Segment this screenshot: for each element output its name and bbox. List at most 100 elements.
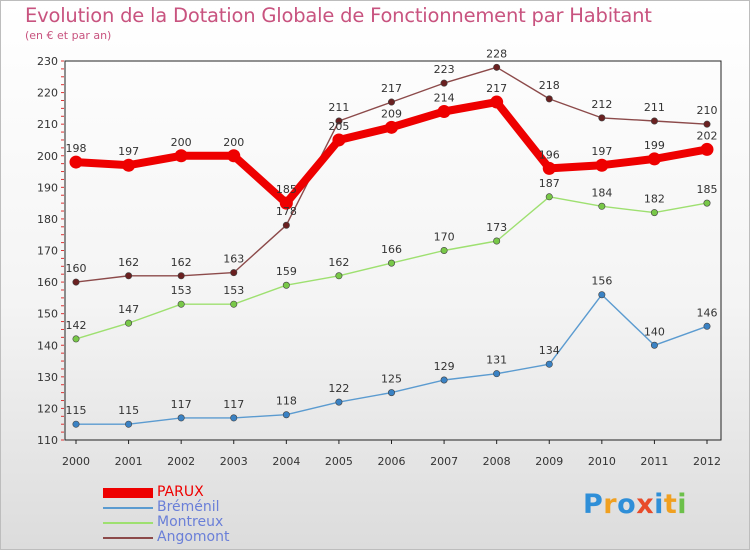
data-label: 214 <box>434 92 455 105</box>
series-point <box>177 272 185 280</box>
series-point <box>598 114 606 122</box>
data-label: 187 <box>539 177 560 190</box>
legend-label: PARUX <box>157 484 204 500</box>
plot-area-border <box>64 60 722 441</box>
data-label: 115 <box>66 404 87 417</box>
y-tick-label: 150 <box>37 308 58 321</box>
data-label: 210 <box>697 104 718 117</box>
x-tick-label: 2001 <box>115 455 143 468</box>
data-label: 205 <box>328 120 349 133</box>
legend-item: Montreux <box>103 515 229 530</box>
series-point <box>493 370 501 378</box>
logo-letter: o <box>617 489 637 520</box>
logo-letter: r <box>603 489 618 520</box>
legend-item: PARUX <box>103 485 229 500</box>
data-label: 129 <box>434 360 455 373</box>
y-tick-label: 190 <box>37 181 58 194</box>
series-point <box>650 341 658 349</box>
data-label: 196 <box>539 148 560 161</box>
chart-series <box>69 63 714 428</box>
data-label: 118 <box>276 395 297 408</box>
series-point <box>279 196 293 210</box>
data-label: 142 <box>66 319 87 332</box>
series-point <box>177 300 185 308</box>
series-point <box>598 202 606 210</box>
data-label: 166 <box>381 243 402 256</box>
chart-axes: 110 120 130 140 150 160 170 180 190 200 210 220 230 2… <box>37 55 722 468</box>
chart-title: Evolution de la Dotation Globale de Fonc… <box>25 4 652 27</box>
y-tick-label: 160 <box>37 276 58 289</box>
data-label: 156 <box>591 275 612 288</box>
logo-letter: i <box>654 489 664 520</box>
series-point <box>335 398 343 406</box>
data-label: 173 <box>486 221 507 234</box>
legend-swatch <box>103 536 153 539</box>
data-label: 211 <box>328 101 349 114</box>
proxiti-logo: Proxiti <box>583 489 687 520</box>
series-point <box>595 158 609 172</box>
series-point <box>703 199 711 207</box>
data-label: 159 <box>276 265 297 278</box>
series-point <box>335 272 343 280</box>
series-point <box>545 360 553 368</box>
x-tick-label: 2011 <box>640 455 668 468</box>
series-point <box>650 117 658 125</box>
data-label: 199 <box>644 139 665 152</box>
series-point <box>490 95 504 109</box>
data-label: 209 <box>381 107 402 120</box>
logo-letter: i <box>677 489 688 520</box>
series-point <box>72 420 80 428</box>
data-label: 185 <box>276 183 297 196</box>
series-point <box>282 281 290 289</box>
series-point <box>385 120 398 134</box>
data-label: 146 <box>697 306 718 319</box>
series-point <box>440 79 448 87</box>
x-tick-label: 2010 <box>588 455 616 468</box>
data-label: 163 <box>223 253 244 266</box>
data-label: 217 <box>381 82 402 95</box>
chart-data-labels: 115 115 117 117 118 122 125 129 131 134 156 140 146 1… <box>66 47 718 417</box>
series-point <box>542 161 556 175</box>
series-point <box>647 152 661 166</box>
y-tick-label: 130 <box>37 371 58 384</box>
series-point <box>72 278 80 286</box>
legend-item: Bréménil <box>103 500 229 515</box>
data-label: 160 <box>66 262 87 275</box>
series-point <box>700 142 714 156</box>
y-tick-label: 230 <box>37 55 58 68</box>
legend-swatch <box>103 506 153 509</box>
series-point <box>703 120 711 128</box>
series-point <box>703 322 711 330</box>
series-point <box>230 300 238 308</box>
x-tick-label: 2009 <box>535 455 563 468</box>
y-tick-label: 170 <box>37 245 58 258</box>
series-point <box>545 95 553 103</box>
data-label: 131 <box>486 354 507 367</box>
series-point <box>282 221 290 229</box>
x-tick-label: 2005 <box>325 455 353 468</box>
series-point <box>125 420 133 428</box>
series-point <box>177 414 185 422</box>
x-tick-label: 2004 <box>272 455 300 468</box>
data-label: 115 <box>118 404 139 417</box>
logo-letter: P <box>583 489 604 520</box>
series-point <box>282 411 290 419</box>
data-label: 200 <box>223 136 244 149</box>
series-point <box>440 376 448 384</box>
series-point <box>387 98 395 106</box>
y-tick-label: 220 <box>37 87 58 100</box>
y-tick-label: 180 <box>37 213 58 226</box>
logo-letter: t <box>663 489 678 520</box>
data-label: 200 <box>171 136 192 149</box>
data-label: 223 <box>434 63 455 76</box>
logo-letter: x <box>636 489 655 520</box>
series-point <box>174 149 188 163</box>
series-point <box>335 117 343 125</box>
y-tick-label: 120 <box>37 402 58 415</box>
series-point <box>598 291 606 299</box>
y-tick-label: 140 <box>37 339 58 352</box>
data-label: 162 <box>171 256 192 269</box>
data-label: 117 <box>223 398 244 411</box>
series-point <box>545 193 553 201</box>
